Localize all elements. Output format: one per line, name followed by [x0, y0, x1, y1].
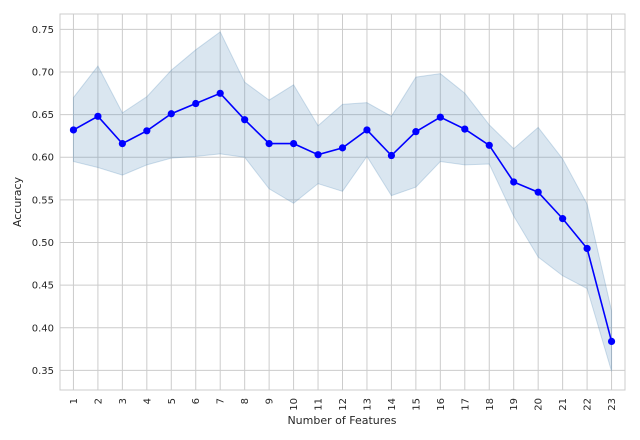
x-tick-label: 18 — [485, 398, 496, 411]
x-tick-label: 15 — [411, 398, 422, 411]
x-tick-label: 17 — [460, 398, 471, 411]
x-tick-label: 16 — [436, 398, 447, 411]
y-tick-label: 0.60 — [32, 153, 54, 164]
data-point — [265, 139, 273, 148]
x-tick-label: 2 — [93, 398, 104, 404]
x-tick-label: 19 — [509, 398, 520, 411]
y-tick-label: 0.45 — [32, 281, 54, 292]
y-tick-label: 0.55 — [32, 195, 54, 206]
x-tick-label: 10 — [289, 398, 300, 411]
data-point — [167, 110, 175, 118]
data-point — [289, 139, 298, 148]
confidence-band — [72, 31, 613, 372]
x-axis-label: Number of Features — [287, 414, 396, 427]
y-tick-label: 0.50 — [32, 238, 54, 249]
grid-lines — [60, 14, 625, 390]
data-point — [143, 127, 151, 135]
x-tick-label: 23 — [607, 398, 618, 411]
x-tick-label: 11 — [314, 398, 325, 411]
y-tick-label: 0.35 — [32, 366, 54, 377]
x-tick-label: 9 — [265, 398, 276, 404]
data-point — [118, 139, 126, 148]
data-point — [436, 113, 444, 121]
data-point — [241, 116, 249, 124]
data-point — [387, 151, 396, 160]
x-tick-labels: 1 2 3 4 5 6 7 8 9 10 11 12 13 14 15 16 17 18 19 20 21 22 23 — [69, 398, 618, 411]
x-tick-label: 22 — [583, 398, 594, 411]
x-tick-label: 5 — [167, 398, 178, 404]
data-point — [94, 112, 102, 120]
y-tick-label: 0.70 — [32, 67, 54, 78]
x-tick-label: 21 — [558, 398, 569, 411]
x-tick-label: 1 — [69, 398, 80, 404]
x-tick-label: 20 — [534, 398, 545, 411]
data-point — [583, 244, 591, 253]
y-tick-label: 0.65 — [32, 110, 54, 121]
y-tick-labels: 0.35 0.40 0.45 0.50 0.55 0.60 0.65 0.70 0.75 — [32, 25, 54, 377]
data-point — [559, 215, 567, 223]
x-tick-label: 7 — [216, 398, 227, 404]
x-tick-label: 8 — [240, 398, 251, 404]
data-point — [607, 337, 616, 346]
data-point — [534, 188, 542, 196]
y-tick-label: 0.75 — [32, 25, 54, 36]
x-tick-label: 4 — [142, 398, 153, 404]
x-tick-label: 14 — [387, 398, 398, 411]
data-point — [314, 151, 322, 159]
data-points — [69, 89, 616, 346]
data-point — [510, 178, 518, 186]
data-point — [461, 125, 469, 133]
y-tick-label: 0.40 — [32, 323, 54, 334]
confidence-band-layer — [72, 31, 613, 372]
data-point — [192, 99, 200, 108]
data-point — [363, 126, 371, 134]
data-point — [338, 144, 347, 152]
x-tick-label: 13 — [362, 398, 373, 411]
data-point — [412, 128, 420, 136]
x-tick-label: 6 — [191, 398, 202, 404]
data-point — [69, 126, 78, 134]
x-tick-label: 3 — [118, 398, 129, 404]
data-point — [485, 141, 493, 149]
y-axis-label: Accuracy — [11, 176, 24, 227]
x-tick-label: 12 — [338, 398, 349, 411]
data-point — [216, 89, 224, 97]
